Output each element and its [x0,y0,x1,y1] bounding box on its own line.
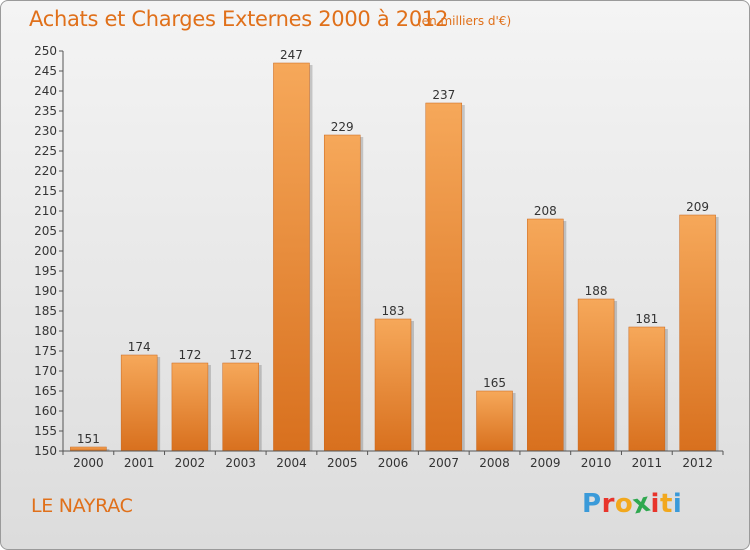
y-tick-label: 235 [34,104,57,118]
y-tick-label: 220 [34,164,57,178]
data-label-2001: 174 [128,340,151,354]
y-tick-label: 230 [34,124,57,138]
logo-letter: t [659,489,673,519]
x-tick-label-2005: 2005 [327,456,358,470]
proxiti-logo: Proxiti [582,488,683,521]
y-tick-label: 195 [34,264,57,278]
x-tick-label-2010: 2010 [581,456,612,470]
x-tick-label-2009: 2009 [530,456,561,470]
y-tick-label: 240 [34,84,57,98]
x-tick-label-2007: 2007 [428,456,459,470]
data-label-2005: 229 [331,120,354,134]
y-tick-label: 225 [34,144,57,158]
bar-2004 [273,62,310,452]
chart-title: Achats et Charges Externes 2000 à 2012 [29,7,449,31]
y-tick-label: 155 [34,424,57,438]
data-label-2003: 172 [229,348,252,362]
data-label-2011: 181 [635,312,658,326]
data-label-2007: 237 [432,88,455,102]
bar-2010 [577,298,615,452]
data-label-2002: 172 [178,348,201,362]
bar-2000 [70,446,107,452]
data-label-2004: 247 [280,48,303,62]
bar-2002 [171,362,209,452]
x-tick-label-2012: 2012 [682,456,713,470]
y-tick-label: 205 [34,224,57,238]
bar-2007 [425,102,463,452]
y-tick-label: 250 [34,44,57,58]
y-tick-label: 160 [34,404,57,418]
y-tick-label: 185 [34,304,57,318]
logo-letter: o [614,489,634,519]
y-tick-label: 245 [34,64,57,78]
y-tick-label: 170 [34,364,57,378]
y-tick-label: 175 [34,344,57,358]
logo-letter: i [650,489,660,519]
bar-2008 [476,390,513,452]
logo-letter: P [582,489,602,519]
x-tick-label-2002: 2002 [175,456,206,470]
bar-2006 [374,318,412,452]
data-label-2009: 208 [534,204,557,218]
data-label-2012: 209 [686,200,709,214]
commune-name: LE NAYRAC [31,495,133,517]
y-tick-label: 210 [34,204,57,218]
data-label-2010: 188 [585,284,608,298]
logo-letter: r [601,489,615,519]
data-label-2000: 151 [77,432,100,446]
x-tick-label-2008: 2008 [479,456,510,470]
bar-2001 [120,354,158,452]
bar-2009 [527,218,564,452]
x-tick-label-2006: 2006 [378,456,409,470]
bar-2003 [222,362,259,452]
y-tick-label: 200 [34,244,57,258]
y-tick-label: 215 [34,184,57,198]
bar-2005 [323,134,361,452]
x-tick-label-2003: 2003 [225,456,256,470]
logo-letter: i [672,489,683,519]
chart-subtitle: (en milliers d'€) [417,14,512,28]
x-tick-label-2001: 2001 [124,456,155,470]
x-tick-label-2011: 2011 [632,456,663,470]
y-tick-label: 165 [34,384,57,398]
y-tick-label: 150 [34,444,57,458]
data-label-2008: 165 [483,376,506,390]
bar-2011 [628,326,666,452]
x-tick-label-2004: 2004 [276,456,307,470]
bar-2012 [679,214,716,452]
data-label-2006: 183 [382,304,405,318]
y-tick-label: 180 [34,324,57,338]
x-tick-label-2000: 2000 [73,456,104,470]
y-tick-label: 190 [34,284,57,298]
